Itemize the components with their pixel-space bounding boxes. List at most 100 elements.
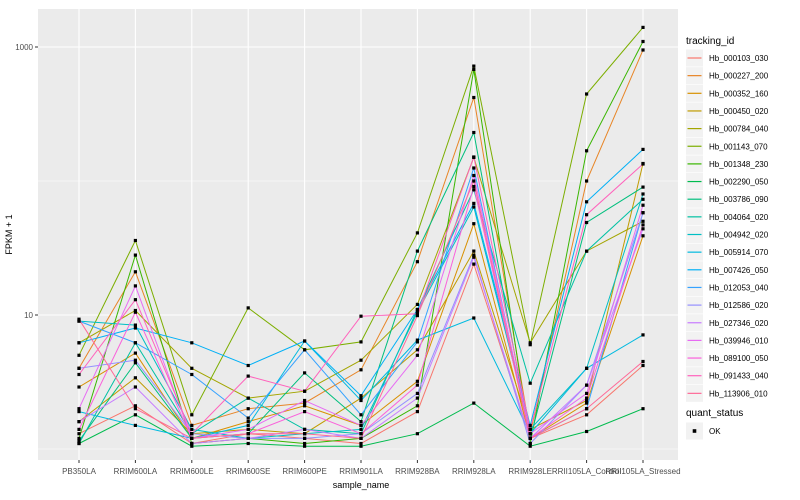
data-point [359, 423, 363, 427]
data-point [415, 391, 419, 395]
data-point [77, 420, 81, 424]
data-point [133, 270, 137, 274]
data-point [133, 423, 137, 427]
data-point [641, 407, 645, 411]
data-point [585, 398, 589, 403]
data-point [472, 401, 476, 405]
data-point [359, 394, 363, 398]
data-point [359, 441, 363, 446]
data-point [246, 436, 250, 440]
legend-label-Hb_005914_070: Hb_005914_070 [709, 248, 769, 257]
data-point [641, 162, 645, 166]
data-point [133, 358, 137, 362]
data-point [528, 436, 532, 440]
data-point [133, 284, 137, 288]
data-point [77, 427, 81, 431]
data-point [359, 358, 363, 362]
data-point [415, 302, 419, 306]
data-point [190, 341, 194, 345]
data-point [77, 341, 81, 345]
data-point [415, 383, 419, 387]
data-point [133, 326, 137, 330]
data-point [190, 413, 194, 417]
data-point [303, 432, 307, 436]
data-point [359, 340, 363, 344]
data-point [77, 439, 81, 443]
data-point [246, 420, 250, 424]
legend-label-Hb_001143_070: Hb_001143_070 [709, 142, 768, 151]
data-point [585, 213, 589, 217]
data-point [641, 147, 645, 151]
x-tick-label: RRII105LA_Stressed [605, 467, 680, 476]
data-point [246, 432, 250, 436]
data-point [359, 368, 363, 372]
data-point [528, 444, 532, 448]
data-point [528, 423, 532, 427]
y-tick-label: 1000 [15, 43, 33, 52]
data-point [246, 423, 250, 427]
data-point [77, 366, 81, 370]
data-point [415, 307, 419, 312]
data-point [528, 343, 532, 347]
data-point [528, 341, 532, 345]
data-point [585, 383, 589, 387]
x-tick-label: RRIM928LA [452, 467, 496, 476]
data-point [472, 222, 476, 226]
legend-label-Hb_012586_020: Hb_012586_020 [709, 301, 769, 310]
data-point [641, 25, 645, 29]
x-tick-label: PB350LA [62, 467, 96, 476]
data-point [303, 398, 307, 403]
data-point [303, 401, 307, 405]
legend-label-Hb_027346_020: Hb_027346_020 [709, 319, 769, 328]
data-point [133, 308, 137, 313]
legend-label-Hb_012053_040: Hb_012053_040 [709, 283, 769, 292]
legend-label-Hb_091433_040: Hb_091433_040 [709, 372, 769, 381]
data-point [472, 95, 476, 100]
data-point [641, 197, 645, 201]
data-point [472, 262, 476, 266]
data-point [472, 155, 476, 159]
data-point [303, 410, 307, 414]
data-point [359, 427, 363, 431]
data-point [641, 359, 645, 364]
data-point [641, 192, 645, 196]
data-point [303, 371, 307, 375]
data-point [472, 255, 476, 259]
data-point [585, 396, 589, 400]
data-point [585, 149, 589, 153]
data-point [415, 432, 419, 436]
data-point [641, 234, 645, 238]
x-tick-label: RRII105LA_Control [552, 467, 622, 476]
data-point [190, 427, 194, 431]
data-point [585, 391, 589, 395]
data-point [303, 441, 307, 446]
data-point [472, 179, 476, 183]
data-point [303, 436, 307, 440]
data-point [359, 314, 363, 318]
data-point [359, 398, 363, 403]
data-point [77, 441, 81, 446]
data-point [359, 436, 363, 440]
data-point [303, 389, 307, 393]
data-point [641, 211, 645, 215]
data-point [77, 407, 81, 411]
data-point [415, 353, 419, 357]
data-point [641, 48, 645, 52]
legend-label-Hb_000450_020: Hb_000450_020 [709, 107, 769, 116]
data-point [415, 379, 419, 383]
data-point [585, 429, 589, 434]
data-point [133, 361, 137, 365]
y-axis-title: FPKM + 1 [4, 214, 14, 254]
data-point [641, 203, 645, 207]
legend-label-Hb_007426_050: Hb_007426_050 [709, 266, 769, 275]
x-tick-label: RRIM600PE [282, 467, 326, 476]
data-point [77, 372, 81, 377]
data-point [641, 363, 645, 368]
data-point [359, 444, 363, 448]
data-point [585, 200, 589, 204]
data-point [133, 385, 137, 389]
legend-label-Hb_089100_050: Hb_089100_050 [709, 354, 769, 363]
data-point [415, 396, 419, 400]
data-point [641, 227, 645, 231]
